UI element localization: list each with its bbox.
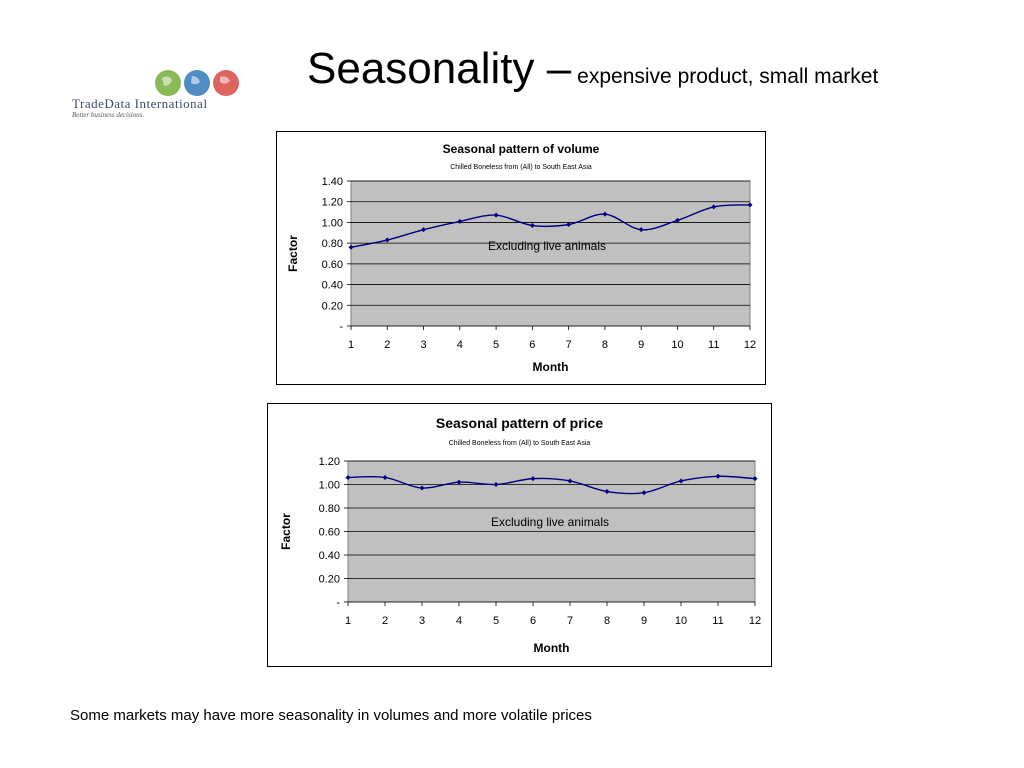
x-tick-label: 2 xyxy=(382,615,388,627)
x-tick-label: 11 xyxy=(712,615,723,627)
data-point xyxy=(604,489,610,495)
data-point xyxy=(493,482,499,487)
chart-title: Seasonal pattern of price xyxy=(436,415,603,431)
series-line xyxy=(350,204,751,248)
y-tick-label: 1.40 xyxy=(322,176,343,188)
x-tick-label: 9 xyxy=(641,615,647,627)
data-point xyxy=(747,202,753,208)
y-tick-label: 0.60 xyxy=(319,527,340,539)
globe-icons xyxy=(155,70,239,96)
plot-area xyxy=(350,180,751,327)
x-tick-label: 12 xyxy=(744,339,756,351)
data-point xyxy=(566,222,572,227)
chart-annotation: Excluding live animals xyxy=(488,239,606,253)
data-point xyxy=(382,474,388,480)
y-axis-label: Factor xyxy=(279,513,293,550)
x-tick-label: 9 xyxy=(638,339,644,351)
y-tick-label: 0.40 xyxy=(322,280,343,292)
data-point xyxy=(457,218,463,224)
x-tick-label: 4 xyxy=(456,615,462,627)
data-point xyxy=(421,227,427,233)
footnote: Some markets may have more seasonality i… xyxy=(70,707,592,724)
company-logo: TradeData International Better business … xyxy=(70,66,250,126)
logo-tagline: Better business decisions. xyxy=(72,111,145,119)
data-point xyxy=(641,490,647,496)
slide-title-subtitle: expensive product, small market xyxy=(577,65,879,88)
y-tick-label: 1.20 xyxy=(322,197,343,209)
y-tick-label: 1.00 xyxy=(319,480,340,492)
data-point xyxy=(674,217,680,223)
x-tick-label: 3 xyxy=(420,339,426,351)
data-point xyxy=(715,473,721,479)
chart-price-svg: Seasonal pattern of price Chilled Boneles… xyxy=(279,415,761,655)
y-tick-label: - xyxy=(339,321,343,333)
x-tick-label: 6 xyxy=(529,339,535,351)
x-axis-label: Month xyxy=(534,641,570,655)
x-tick-label: 5 xyxy=(493,339,499,351)
chart-volume-svg: Seasonal pattern of volume Chilled Bonele… xyxy=(286,142,756,374)
y-tick-label: 0.20 xyxy=(322,300,343,312)
y-tick-label: - xyxy=(336,597,340,609)
x-tick-label: 12 xyxy=(749,615,761,627)
data-point xyxy=(384,237,390,243)
data-point xyxy=(711,204,717,210)
chart-subtitle: Chilled Boneless from (All) to South Eas… xyxy=(449,440,591,447)
y-tick-label: 0.80 xyxy=(322,238,343,250)
x-tick-label: 10 xyxy=(671,339,683,351)
y-tick-label: 0.60 xyxy=(322,259,343,271)
x-axis-label: Month xyxy=(533,360,569,374)
data-point xyxy=(493,212,499,218)
x-tick-label: 2 xyxy=(384,339,390,351)
x-tick-label: 7 xyxy=(567,615,573,627)
data-point xyxy=(678,478,684,484)
y-tick-label: 0.20 xyxy=(319,574,340,586)
y-axis-label: Factor xyxy=(286,235,300,272)
x-tick-label: 10 xyxy=(675,615,687,627)
series-line xyxy=(347,475,756,495)
x-tick-label: 1 xyxy=(345,615,351,627)
logo-company-name: TradeData International xyxy=(72,96,208,111)
data-point xyxy=(456,479,462,485)
data-point xyxy=(530,476,536,482)
x-tick-label: 6 xyxy=(530,615,536,627)
x-tick-label: 3 xyxy=(419,615,425,627)
data-point xyxy=(567,478,573,484)
data-point xyxy=(602,211,608,217)
y-tick-label: 1.00 xyxy=(322,217,343,229)
chart-subtitle: Chilled Boneless from (All) to South Eas… xyxy=(450,164,592,171)
x-tick-label: 7 xyxy=(566,339,572,351)
chart-volume: Seasonal pattern of volume Chilled Bonele… xyxy=(276,131,766,385)
y-tick-label: 1.20 xyxy=(319,456,340,468)
y-tick-label: 0.40 xyxy=(319,550,340,562)
y-tick-label: 0.80 xyxy=(319,503,340,515)
data-point xyxy=(419,485,425,491)
data-point xyxy=(752,476,758,482)
x-tick-label: 4 xyxy=(457,339,463,351)
x-tick-label: 1 xyxy=(348,339,354,351)
slide-title: Seasonality – expensive product, small ma… xyxy=(307,44,878,94)
data-point xyxy=(348,244,354,250)
chart-annotation: Excluding live animals xyxy=(491,515,609,529)
slide-title-main: Seasonality – xyxy=(307,44,572,93)
data-point xyxy=(638,227,644,233)
x-tick-label: 8 xyxy=(604,615,610,627)
x-tick-label: 5 xyxy=(493,615,499,627)
x-tick-label: 11 xyxy=(708,339,719,351)
chart-title: Seasonal pattern of volume xyxy=(443,142,600,156)
data-point xyxy=(345,474,351,480)
x-tick-label: 8 xyxy=(602,339,608,351)
data-point xyxy=(529,223,535,229)
chart-price: Seasonal pattern of price Chilled Boneles… xyxy=(267,403,772,667)
